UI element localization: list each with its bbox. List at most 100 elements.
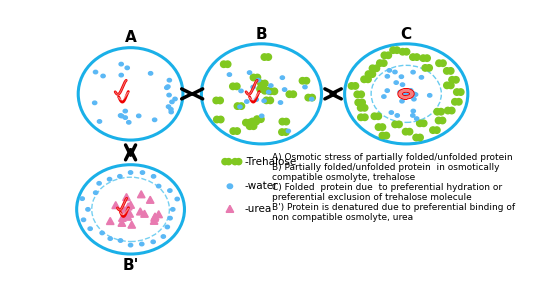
Ellipse shape xyxy=(80,197,85,200)
Ellipse shape xyxy=(119,73,123,77)
Circle shape xyxy=(439,117,446,124)
Circle shape xyxy=(422,65,429,71)
Ellipse shape xyxy=(127,121,131,124)
Circle shape xyxy=(369,65,375,72)
Polygon shape xyxy=(151,214,158,221)
Ellipse shape xyxy=(385,89,389,92)
Text: -water: -water xyxy=(244,181,278,191)
Polygon shape xyxy=(138,191,145,198)
Ellipse shape xyxy=(140,171,144,174)
Circle shape xyxy=(379,124,385,130)
Ellipse shape xyxy=(280,76,284,79)
Circle shape xyxy=(305,95,311,101)
Ellipse shape xyxy=(118,114,123,117)
Circle shape xyxy=(403,48,410,55)
Circle shape xyxy=(265,88,272,94)
Circle shape xyxy=(262,80,268,87)
Ellipse shape xyxy=(156,185,161,188)
Polygon shape xyxy=(128,221,135,228)
Circle shape xyxy=(434,127,440,133)
Circle shape xyxy=(357,105,364,111)
Circle shape xyxy=(399,48,406,55)
Circle shape xyxy=(396,121,402,128)
Circle shape xyxy=(249,118,255,125)
Ellipse shape xyxy=(404,93,408,96)
Circle shape xyxy=(379,132,385,139)
Circle shape xyxy=(358,91,364,98)
Polygon shape xyxy=(107,217,114,225)
Polygon shape xyxy=(123,209,131,216)
Circle shape xyxy=(449,76,455,83)
Ellipse shape xyxy=(107,178,112,181)
Text: -Trehalose: -Trehalose xyxy=(244,157,297,167)
Circle shape xyxy=(243,119,249,126)
Ellipse shape xyxy=(137,114,141,118)
Circle shape xyxy=(457,89,464,95)
Circle shape xyxy=(265,54,272,60)
Circle shape xyxy=(226,159,232,165)
Polygon shape xyxy=(124,213,132,220)
Circle shape xyxy=(445,107,451,114)
Text: A) Osmotic stress of partially folded/unfolded protein: A) Osmotic stress of partially folded/un… xyxy=(272,153,513,162)
Ellipse shape xyxy=(419,76,424,79)
Ellipse shape xyxy=(411,114,415,117)
Circle shape xyxy=(406,129,413,135)
Ellipse shape xyxy=(151,240,155,244)
Text: compatible osmolyte, trehalose: compatible osmolyte, trehalose xyxy=(272,173,415,182)
Circle shape xyxy=(456,98,462,105)
Text: non compatible osmolyte, urea: non compatible osmolyte, urea xyxy=(272,213,414,222)
Circle shape xyxy=(247,123,253,129)
Circle shape xyxy=(254,116,260,123)
Circle shape xyxy=(261,54,268,60)
Circle shape xyxy=(221,61,227,67)
Ellipse shape xyxy=(153,118,156,122)
Circle shape xyxy=(371,113,378,119)
Ellipse shape xyxy=(175,197,179,201)
Circle shape xyxy=(375,113,382,119)
Ellipse shape xyxy=(411,109,415,113)
Ellipse shape xyxy=(140,242,144,246)
Ellipse shape xyxy=(400,83,405,86)
Ellipse shape xyxy=(238,105,242,108)
Ellipse shape xyxy=(128,171,133,174)
Circle shape xyxy=(238,103,244,109)
Polygon shape xyxy=(126,210,133,217)
Ellipse shape xyxy=(404,92,408,95)
Circle shape xyxy=(447,68,454,74)
Circle shape xyxy=(420,120,427,126)
Polygon shape xyxy=(124,203,132,210)
Ellipse shape xyxy=(411,70,415,74)
Polygon shape xyxy=(118,219,126,226)
Circle shape xyxy=(362,114,368,120)
Circle shape xyxy=(232,159,238,165)
Circle shape xyxy=(414,54,420,60)
Circle shape xyxy=(257,86,263,92)
Text: preferential exclusion of trehalose molecule: preferential exclusion of trehalose mole… xyxy=(272,193,472,202)
Text: B': B' xyxy=(122,258,139,273)
Circle shape xyxy=(348,83,354,89)
Circle shape xyxy=(222,159,228,165)
Circle shape xyxy=(251,123,257,129)
Polygon shape xyxy=(152,213,159,220)
Ellipse shape xyxy=(165,225,169,229)
Circle shape xyxy=(253,118,259,125)
Circle shape xyxy=(390,47,397,53)
Circle shape xyxy=(385,52,392,58)
Circle shape xyxy=(361,76,367,82)
Circle shape xyxy=(361,105,368,111)
Polygon shape xyxy=(121,207,128,214)
Polygon shape xyxy=(155,211,163,218)
Ellipse shape xyxy=(389,111,393,114)
Polygon shape xyxy=(137,208,144,215)
Ellipse shape xyxy=(259,114,264,118)
Circle shape xyxy=(263,97,270,104)
Circle shape xyxy=(267,97,274,104)
Ellipse shape xyxy=(303,85,307,89)
Ellipse shape xyxy=(128,243,133,247)
Ellipse shape xyxy=(414,93,418,96)
Text: C) Folded  protein due  to preferential hydration or: C) Folded protein due to preferential hy… xyxy=(272,183,502,192)
Circle shape xyxy=(258,116,264,123)
Circle shape xyxy=(403,129,409,135)
Circle shape xyxy=(365,71,372,77)
Polygon shape xyxy=(127,201,134,208)
